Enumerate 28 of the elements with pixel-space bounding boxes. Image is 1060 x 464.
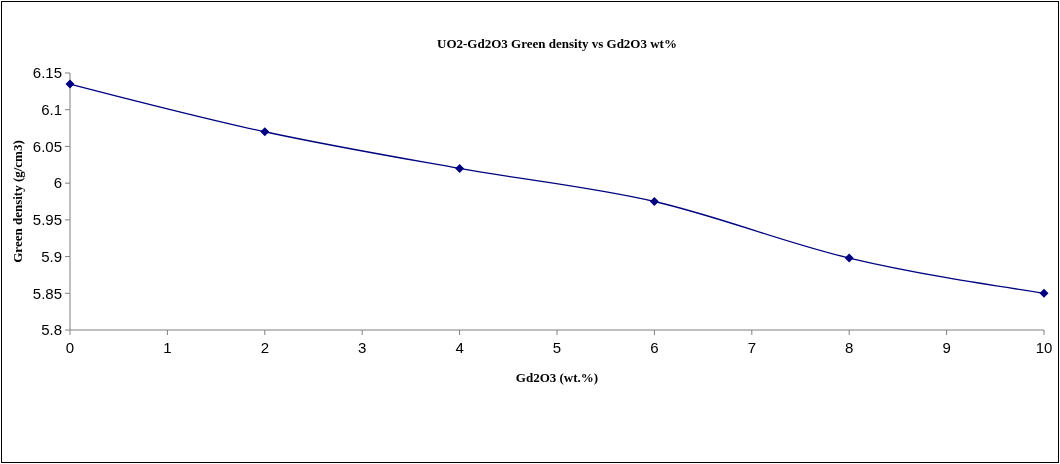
y-tick-label: 5.9 [41, 247, 62, 265]
y-tick-label: 5.8 [41, 321, 62, 339]
y-tick-label: 5.85 [32, 284, 62, 302]
x-tick-label: 1 [163, 339, 172, 356]
y-tick-label: 6 [53, 174, 62, 192]
y-tick-label: 6.1 [41, 100, 62, 118]
point [455, 163, 465, 173]
x-tick-label: 10 [1035, 339, 1053, 356]
y-tick-label: 6.15 [32, 64, 62, 82]
point [1039, 288, 1049, 298]
chart-title: UO2-Gd2O3 Green density vs Gd2O3 wt% [437, 36, 677, 51]
x-tick-label: 0 [65, 339, 75, 356]
x-tick-label: 8 [845, 339, 854, 356]
x-tick-label: 7 [747, 339, 756, 356]
y-tick-label: 5.95 [32, 211, 62, 229]
x-tick-label: 3 [358, 339, 367, 356]
x-tick-label: 5 [552, 339, 562, 356]
y-tick-label: 6.05 [32, 137, 62, 155]
point [65, 79, 75, 89]
point [649, 197, 659, 206]
x-tick-label: 6 [650, 339, 659, 356]
x-tick-label: 9 [942, 339, 951, 356]
x-axis-title: Gd2O3 (wt.%) [515, 370, 599, 385]
x-tick-label: 2 [260, 339, 269, 356]
y-axis-title: Green density (g/cm3) [10, 140, 25, 263]
x-tick-label: 4 [455, 339, 464, 356]
point [260, 127, 270, 137]
point [844, 253, 854, 263]
